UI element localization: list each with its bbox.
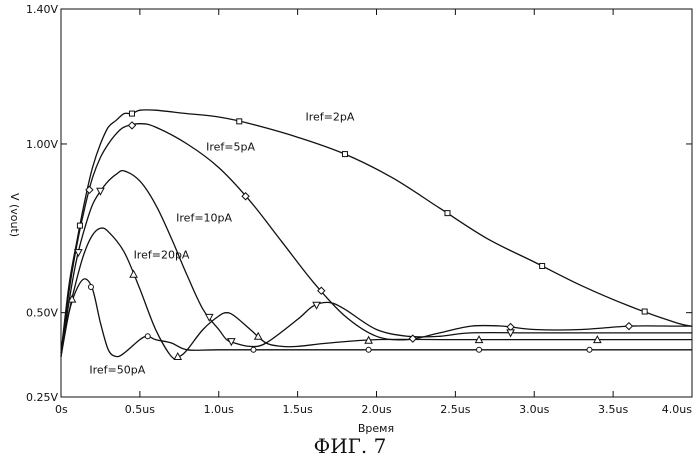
x-tick-label: 0.5us [125, 403, 155, 416]
series-line-iref-5pa [61, 124, 692, 357]
series-line-iref-2pa [61, 110, 692, 353]
marker-iref-5pa [625, 323, 632, 330]
marker-iref-20pa [130, 271, 137, 278]
x-tick-label: 3.0us [519, 403, 549, 416]
x-tick-label: 2.5us [440, 403, 470, 416]
marker-iref-2pa [540, 263, 545, 268]
marker-iref-2pa [445, 211, 450, 216]
series-label-iref-10pa: Iref=10pA [176, 212, 232, 225]
y-tick-label: 1.40V [26, 3, 58, 16]
marker-iref-10pa [206, 314, 213, 321]
marker-iref-2pa [342, 152, 347, 157]
marker-iref-50pa [145, 334, 150, 339]
x-tick-label: 1.5us [283, 403, 313, 416]
figure-caption: ФИГ. 7 [314, 434, 387, 458]
marker-iref-50pa [251, 347, 256, 352]
marker-iref-50pa [587, 347, 592, 352]
y-tick-label: 0.25V [26, 391, 58, 404]
series-line-iref-50pa [61, 279, 692, 357]
marker-iref-2pa [129, 111, 134, 116]
x-tick-label: 3.5us [598, 403, 628, 416]
y-axis-label: V (vout) [8, 193, 21, 237]
y-tick-label: 1.00V [26, 138, 58, 151]
x-tick-label: 0s [55, 403, 68, 416]
marker-iref-5pa [128, 122, 135, 129]
x-tick-label: 2.0us [361, 403, 391, 416]
marker-iref-2pa [77, 223, 82, 228]
marker-iref-50pa [477, 347, 482, 352]
series-label-iref-20pa: Iref=20pA [134, 249, 190, 262]
marker-iref-50pa [88, 285, 93, 290]
series-label-iref-5pa: Iref=5pA [206, 141, 255, 154]
y-tick-label: 0.50V [26, 307, 58, 320]
marker-iref-50pa [366, 347, 371, 352]
marker-iref-2pa [642, 309, 647, 314]
series-label-iref-2pa: Iref=2pA [306, 110, 355, 123]
x-tick-label: 4.0us [662, 403, 692, 416]
series-label-iref-50pa: Iref=50pA [89, 363, 145, 376]
marker-iref-10pa [228, 339, 235, 346]
x-tick-label: 1.0us [204, 403, 234, 416]
marker-iref-2pa [237, 119, 242, 124]
